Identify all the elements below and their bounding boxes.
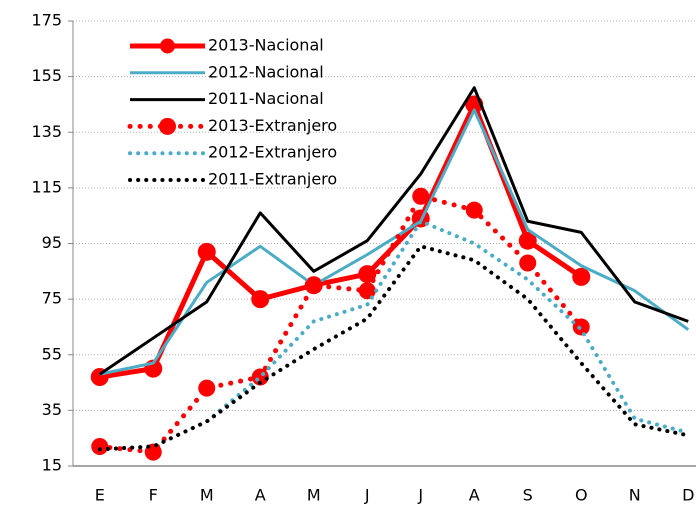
series-line — [97, 219, 691, 452]
series-line — [97, 244, 691, 452]
x-tick-label: J — [417, 486, 423, 505]
marker — [572, 267, 591, 286]
y-tick-label: 15 — [42, 456, 62, 475]
x-tick-label: F — [149, 486, 158, 505]
marker — [519, 254, 537, 272]
series-line — [97, 193, 584, 455]
x-tick-label: J — [364, 486, 370, 505]
legend-label: 2011-Extranjero — [208, 170, 337, 189]
x-tick-label: A — [255, 486, 266, 505]
series-line — [98, 86, 689, 376]
marker — [198, 379, 216, 397]
y-tick-label: 135 — [31, 122, 62, 141]
y-tick-label: 75 — [42, 289, 62, 308]
marker — [91, 438, 109, 456]
y-tick-label: 35 — [42, 400, 62, 419]
x-tick-label: S — [523, 486, 533, 505]
series-line — [99, 108, 690, 376]
legend-marker — [159, 117, 176, 135]
marker — [305, 276, 323, 294]
x-tick-label: M — [200, 486, 214, 505]
x-tick-label: A — [469, 486, 480, 505]
marker — [465, 201, 483, 219]
legend-label: 2012-Nacional — [208, 62, 324, 81]
x-tick-label: E — [95, 486, 105, 505]
x-tick-label: D — [682, 486, 694, 505]
marker — [251, 290, 270, 309]
marker — [518, 231, 537, 250]
marker — [358, 282, 376, 300]
y-tick-label: 95 — [42, 233, 62, 252]
x-tick-label: N — [629, 486, 641, 505]
x-tick-label: M — [307, 486, 321, 505]
legend-label: 2012-Extranjero — [208, 143, 337, 162]
legend-marker — [160, 38, 175, 54]
legend-label: 2013-Extranjero — [208, 116, 337, 135]
marker — [572, 318, 590, 336]
legend-label: 2011-Nacional — [208, 89, 324, 108]
marker — [412, 187, 430, 205]
y-tick-label: 115 — [31, 177, 62, 196]
y-tick-label: 175 — [31, 11, 62, 30]
legend-label: 2013-Nacional — [208, 36, 324, 55]
marker — [197, 242, 216, 261]
y-tick-label: 55 — [42, 344, 62, 363]
x-tick-label: O — [575, 486, 588, 505]
y-tick-label: 155 — [31, 66, 62, 85]
